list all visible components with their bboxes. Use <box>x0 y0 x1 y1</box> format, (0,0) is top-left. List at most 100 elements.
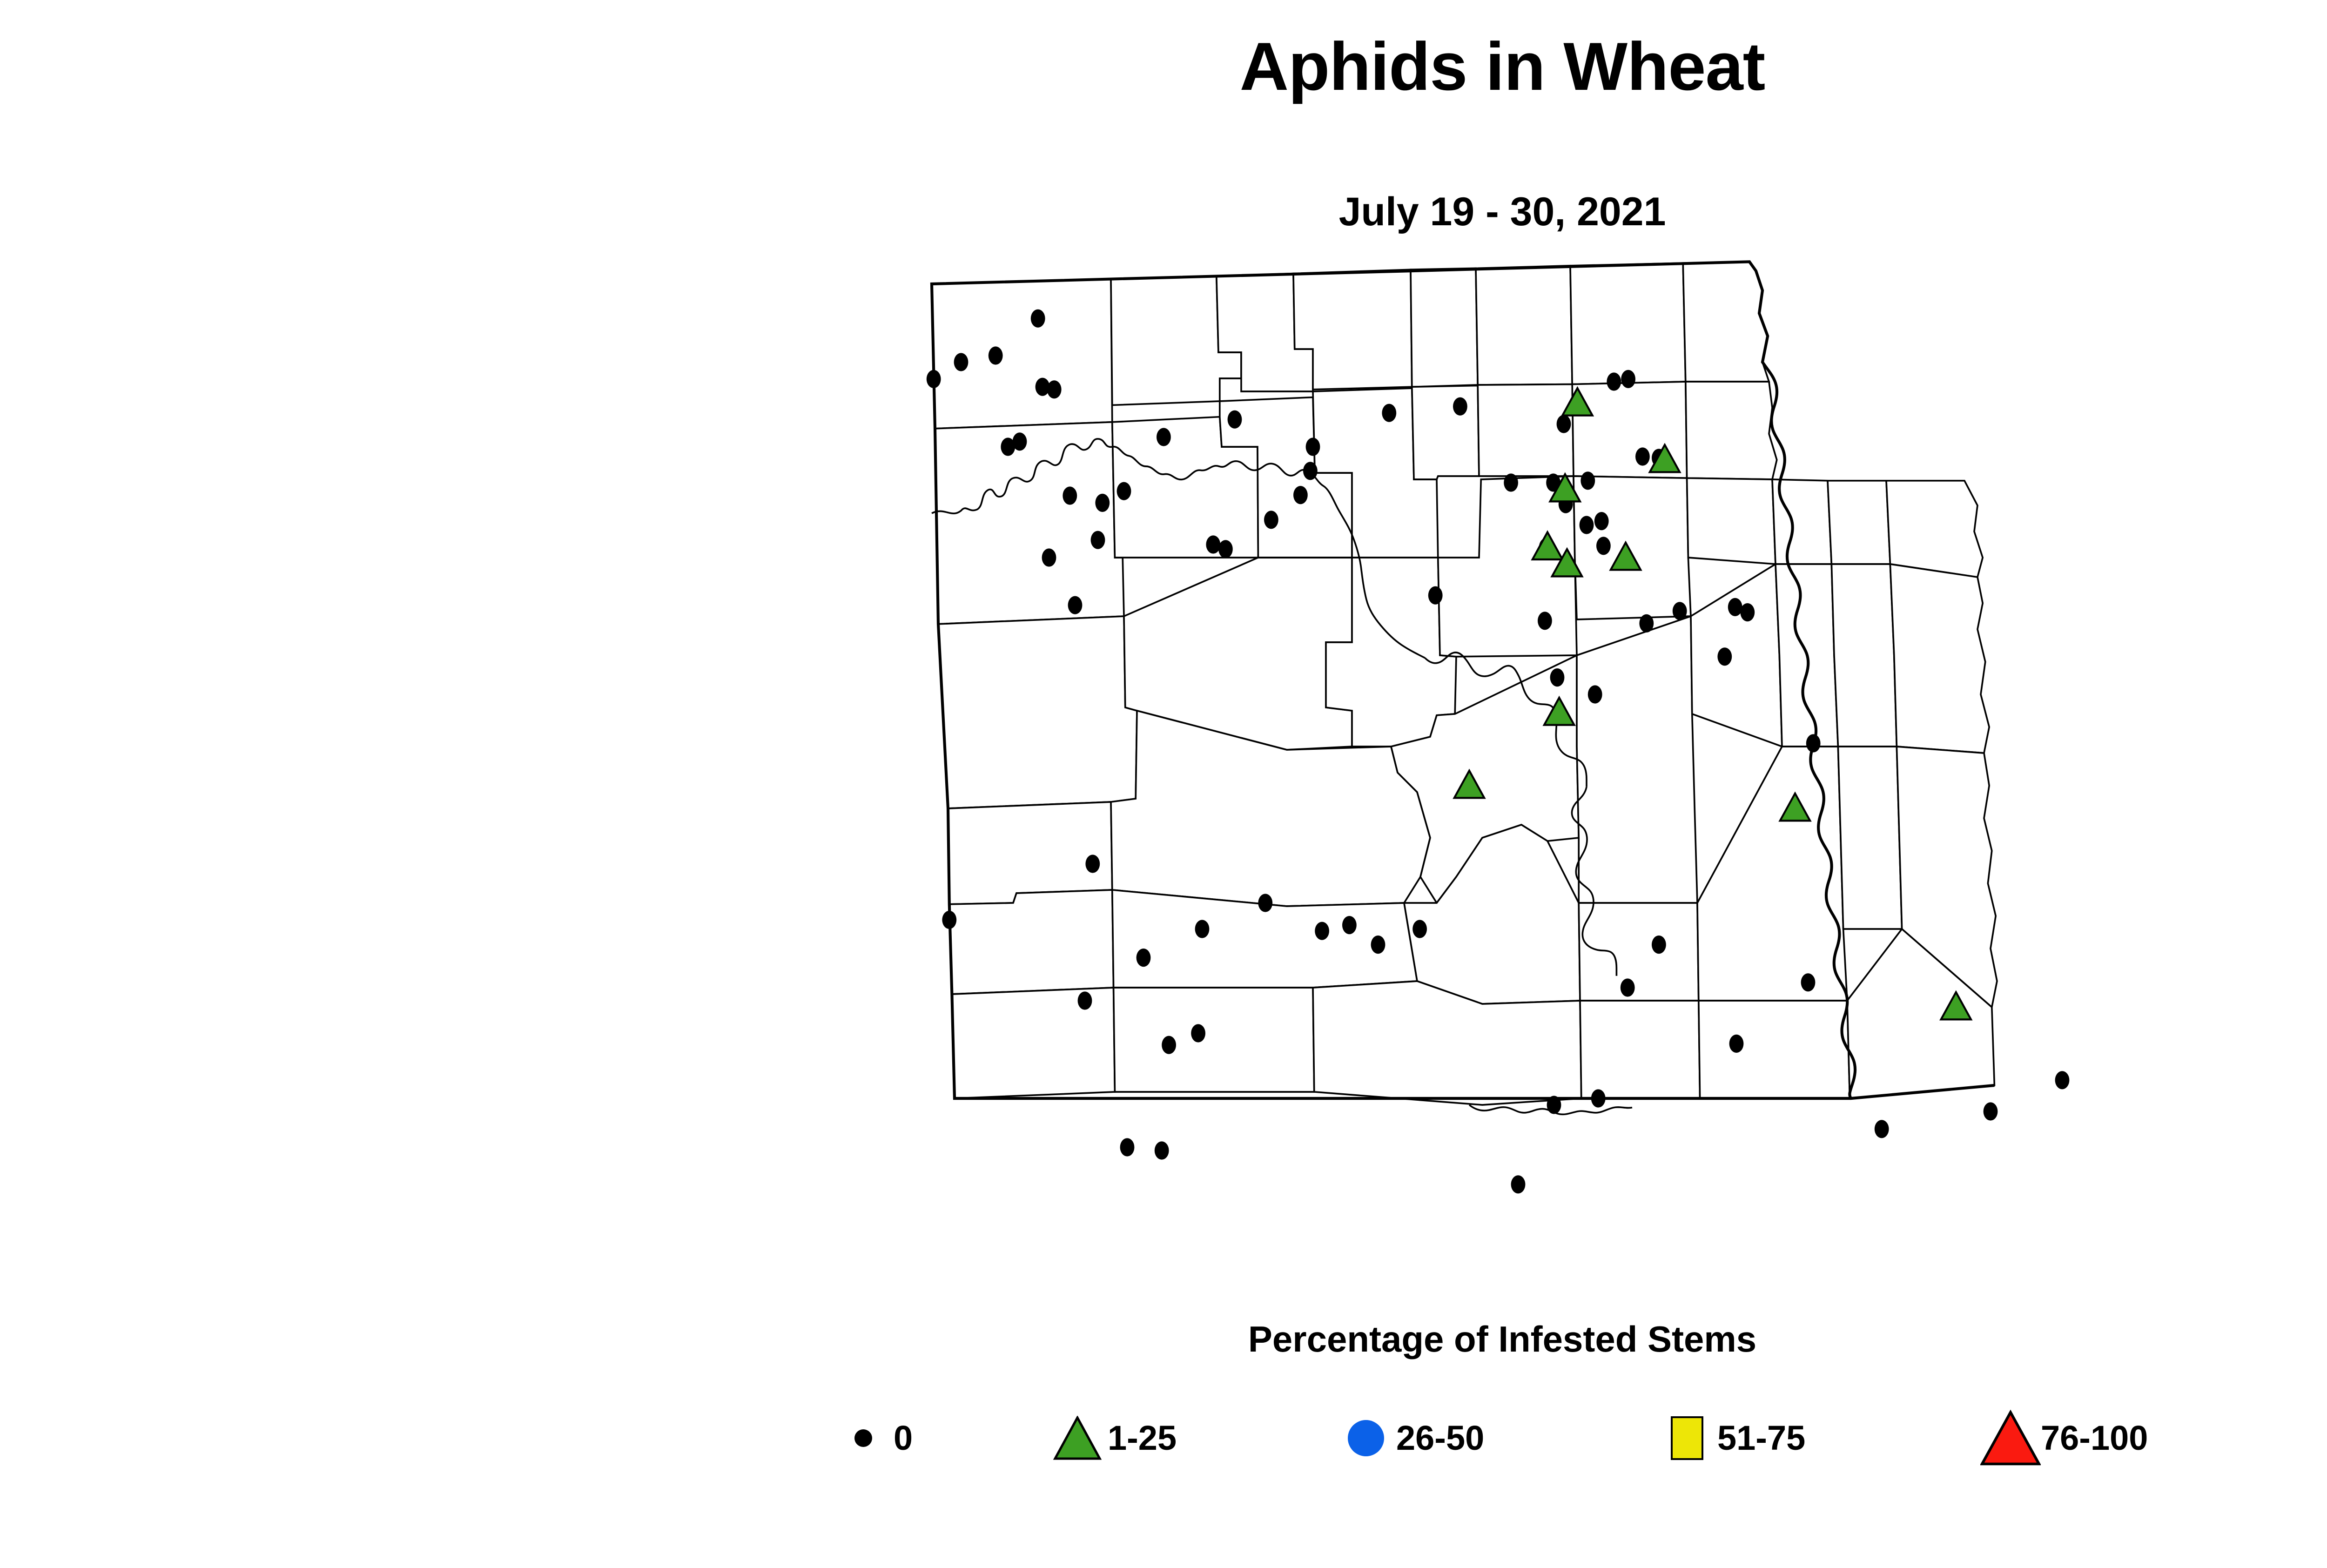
sample-site-marker[interactable] <box>1342 916 1357 935</box>
sample-site-marker[interactable] <box>1983 1102 1998 1121</box>
sample-site-marker[interactable] <box>1579 516 1594 534</box>
sample-site-marker[interactable] <box>1672 602 1687 620</box>
legend-title: Percentage of Infested Stems <box>1248 1319 1757 1359</box>
sample-site-marker[interactable] <box>926 370 941 388</box>
sample-site-marker[interactable] <box>1639 614 1654 633</box>
sample-site-marker[interactable] <box>1047 380 1062 399</box>
sample-site-marker[interactable] <box>1162 1036 1176 1054</box>
sample-site-marker[interactable] <box>1077 991 1092 1010</box>
sample-site-marker[interactable] <box>1120 1138 1135 1157</box>
sample-site-marker[interactable] <box>1542 695 1576 726</box>
sample-site-marker[interactable] <box>1635 447 1650 466</box>
sample-site-marker[interactable] <box>1531 530 1564 561</box>
sample-site-marker[interactable] <box>1550 668 1565 687</box>
sample-site-marker[interactable] <box>2055 1071 2070 1090</box>
sample-site-marker[interactable] <box>1012 432 1027 451</box>
sample-site-marker[interactable] <box>1556 415 1571 433</box>
sample-site-marker[interactable] <box>1550 547 1584 578</box>
triangle-marker-red-icon <box>1980 1409 2041 1467</box>
sample-site-marker[interactable] <box>1778 791 1812 822</box>
page-subtitle: July 19 - 30, 2021 <box>1338 189 1666 234</box>
legend-label-76-100: 76-100 <box>2041 1419 2148 1457</box>
legend-label-1-25: 1-25 <box>1108 1419 1177 1457</box>
sample-site-marker[interactable] <box>1729 1034 1744 1053</box>
sample-site-marker[interactable] <box>1195 920 1210 938</box>
sample-site-marker[interactable] <box>1607 372 1621 391</box>
legend-label-26-50: 26-50 <box>1396 1419 1485 1457</box>
sample-site-marker[interactable] <box>1382 404 1397 422</box>
sample-site-marker[interactable] <box>1596 537 1611 555</box>
legend-label-0: 0 <box>894 1419 913 1457</box>
sample-site-marker[interactable] <box>1116 482 1131 500</box>
sample-site-marker[interactable] <box>1154 1141 1169 1160</box>
sample-site-marker[interactable] <box>1136 949 1151 967</box>
sample-site-marker[interactable] <box>1547 1096 1561 1114</box>
sample-site-marker[interactable] <box>1001 437 1016 456</box>
sample-site-marker[interactable] <box>1728 598 1742 616</box>
sample-site-marker[interactable] <box>1258 894 1273 912</box>
sample-site-marker[interactable] <box>1591 1089 1606 1108</box>
sample-site-marker[interactable] <box>1264 511 1278 529</box>
sample-site-marker[interactable] <box>1206 535 1221 554</box>
legend-item-76-100[interactable]: 76-100 <box>1980 1406 2148 1471</box>
square-marker-yellow-icon <box>1657 1416 1717 1460</box>
sample-site-marker[interactable] <box>954 353 968 371</box>
sample-site-marker[interactable] <box>1412 920 1427 938</box>
legend-label-51-75: 51-75 <box>1717 1419 1806 1457</box>
sample-site-marker[interactable] <box>1428 586 1443 605</box>
sample-site-marker[interactable] <box>1717 647 1732 666</box>
sample-site-marker[interactable] <box>1801 973 1816 992</box>
sample-site-marker[interactable] <box>1560 386 1594 417</box>
sample-site-marker[interactable] <box>1453 768 1486 799</box>
sample-site-marker[interactable] <box>1594 512 1609 531</box>
sample-site-marker[interactable] <box>1874 1120 1889 1138</box>
sample-site-marker[interactable] <box>1293 486 1308 505</box>
legend-item-1-25[interactable]: 1-25 <box>1047 1406 1177 1471</box>
sample-site-marker[interactable] <box>1939 990 1973 1021</box>
sample-site-markers <box>926 309 2070 1194</box>
sample-site-marker[interactable] <box>1648 443 1681 473</box>
legend: 0 1-25 26-50 51-75 76-100 <box>833 1406 2192 1485</box>
sample-site-marker[interactable] <box>1303 462 1318 480</box>
sample-site-marker[interactable] <box>1609 540 1642 571</box>
triangle-marker-green-icon <box>1047 1416 1108 1460</box>
sample-site-marker[interactable] <box>1095 493 1110 512</box>
north-dakota-county-map[interactable] <box>666 251 2327 1229</box>
legend-item-0[interactable]: 0 <box>833 1406 913 1471</box>
circle-small-marker-icon <box>833 1429 894 1447</box>
sample-site-marker[interactable] <box>1740 603 1755 622</box>
sample-site-marker[interactable] <box>1085 855 1100 873</box>
page-title: Aphids in Wheat <box>1239 28 1766 104</box>
sample-site-marker[interactable] <box>1806 734 1821 753</box>
sample-site-marker[interactable] <box>1035 377 1050 396</box>
sample-site-marker[interactable] <box>1218 540 1233 559</box>
sample-site-marker[interactable] <box>1504 473 1518 492</box>
sample-site-marker[interactable] <box>1621 370 1635 388</box>
sample-site-marker[interactable] <box>1453 397 1467 416</box>
sample-site-marker[interactable] <box>1548 472 1582 503</box>
sample-site-marker[interactable] <box>1538 612 1552 630</box>
sample-site-marker[interactable] <box>1580 471 1595 490</box>
legend-item-26-50[interactable]: 26-50 <box>1336 1406 1484 1471</box>
sample-site-marker[interactable] <box>1030 309 1045 328</box>
sample-site-marker[interactable] <box>1068 596 1083 614</box>
sample-site-marker[interactable] <box>1157 428 1171 446</box>
sample-site-marker[interactable] <box>1587 685 1602 704</box>
sample-site-marker[interactable] <box>1063 486 1077 505</box>
sample-site-marker[interactable] <box>1191 1024 1205 1043</box>
sample-site-marker[interactable] <box>1090 531 1105 549</box>
sample-site-marker[interactable] <box>1511 1175 1526 1194</box>
sample-site-marker[interactable] <box>988 346 1003 365</box>
sample-site-marker[interactable] <box>1371 935 1385 954</box>
sample-site-marker[interactable] <box>1620 978 1635 997</box>
sample-site-marker[interactable] <box>1305 437 1320 456</box>
sample-site-marker[interactable] <box>1042 548 1056 567</box>
sample-site-marker[interactable] <box>1652 935 1666 954</box>
circle-marker-blue-icon <box>1336 1420 1396 1456</box>
sample-site-marker[interactable] <box>942 910 957 929</box>
legend-item-51-75[interactable]: 51-75 <box>1657 1406 1805 1471</box>
county-polygons <box>931 261 1998 1106</box>
sample-site-marker[interactable] <box>1315 922 1329 940</box>
sample-site-marker[interactable] <box>1227 410 1242 429</box>
